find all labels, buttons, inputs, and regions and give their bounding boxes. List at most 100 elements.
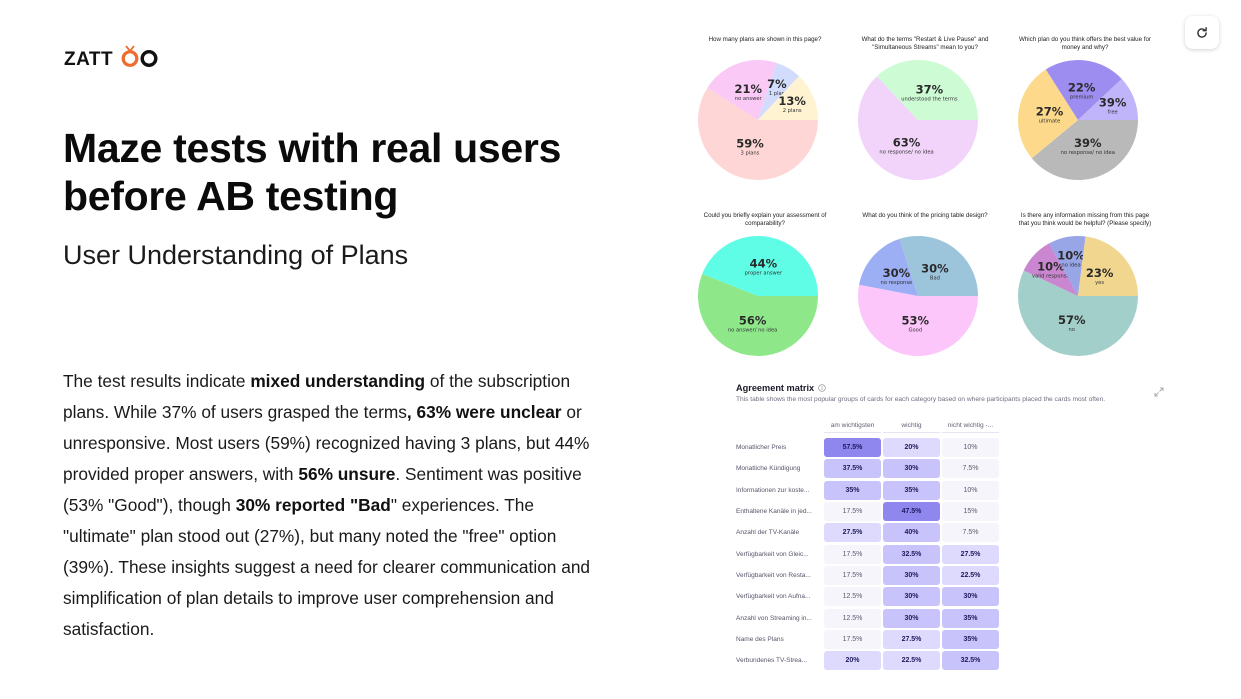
page-subtitle: User Understanding of Plans [63, 240, 409, 270]
matrix-cell: 27.5% [883, 629, 940, 649]
refresh-button[interactable] [1185, 16, 1219, 49]
summary-emphasis: 30% reported "Bad [235, 495, 391, 515]
pie-slice [707, 59, 777, 120]
matrix-cell: 35% [883, 480, 940, 500]
pie-category-label: Bad [930, 276, 940, 282]
pie-value-label: 22% [1068, 80, 1096, 94]
pie-category-label: Good [908, 328, 922, 334]
pie-category-label: no answer [735, 96, 763, 102]
expand-icon[interactable] [1154, 387, 1164, 397]
matrix-column-header[interactable]: nicht wichtig -... [942, 422, 999, 433]
pie-slice [1078, 78, 1138, 120]
pie-value-label: 63% [893, 135, 921, 149]
info-icon[interactable] [818, 384, 826, 392]
pie-category-label: understood the terms [901, 97, 958, 103]
pie-value-label: 53% [902, 314, 930, 328]
pie-value-label: 30% [921, 262, 949, 276]
matrix-column-header[interactable]: am wichtigsten [824, 422, 881, 433]
pie-category-label: proper answer [745, 271, 783, 277]
matrix-row-label: Informationen zur koste... [736, 486, 810, 494]
summary-emphasis: mixed understanding [250, 371, 426, 391]
matrix-rows: Monatlicher Preis 57.5% 20% 10% Monatliche K… [736, 437, 1001, 671]
matrix-row-label: Verfügbarkeit von Gleic... [736, 550, 809, 558]
pie-value-label: 37% [916, 83, 944, 97]
summary-paragraph: The test results indicate mixed understa… [63, 366, 593, 645]
matrix-cell: 27.5% [824, 523, 881, 543]
pie-value-label: 7% [767, 77, 787, 91]
summary-text: . Sentiment was positive (53% "Good"), t… [63, 464, 582, 515]
matrix-cell: 35% [824, 480, 881, 500]
matrix-column-header[interactable]: wichtig [883, 422, 940, 433]
pie-question: Could you briefly explain your assessmen… [703, 212, 827, 227]
pie-value-label: 13% [778, 94, 806, 108]
pie-question: Which plan do you think offers the best … [1019, 36, 1151, 51]
matrix-cell: 32.5% [883, 544, 940, 564]
pie-category-label: no idea [1061, 262, 1080, 268]
pie-slice [698, 273, 818, 356]
matrix-row-label: Monatliche Kündigung [736, 465, 801, 473]
svg-text:ZATT: ZATT [64, 49, 113, 69]
pie-slice [1078, 236, 1138, 296]
matrix-cell: 20% [883, 438, 940, 458]
pie-chart: How many plans are shown in this page? 59… [690, 36, 840, 196]
matrix-cell: 15% [942, 502, 999, 522]
matrix-row-label: Enthaltene Kanäle in jed... [736, 508, 812, 516]
summary-text: of the subscription plans. While 37% of … [63, 371, 571, 422]
matrix-row: Monatliche Kündigung 37.5% 30% 7.5% [736, 458, 1001, 479]
pie-value-label: 59% [736, 137, 764, 151]
pie-slice [1018, 69, 1078, 159]
matrix-row: Anzahl von Streaming in... 12.5% 30% 35% [736, 607, 1001, 628]
matrix-cell: 37.5% [824, 459, 881, 479]
pie-category-label: ultimate [1039, 118, 1061, 124]
matrix-row: Verfügbarkeit von Aufna... 12.5% 30% 30% [736, 586, 1001, 607]
pie-category-label: premium [1070, 94, 1093, 100]
matrix-cell: 12.5% [824, 587, 881, 607]
matrix-title-row: Agreement matrix [736, 383, 1166, 393]
matrix-cell: 30% [883, 565, 940, 585]
matrix-row-label: Verfügbarkeit von Aufna... [736, 593, 811, 601]
summary-emphasis: , 63% were unclear [406, 402, 562, 422]
matrix-row: Name des Plans 17.5% 27.5% 35% [736, 629, 1001, 650]
matrix-row-label: Monatlicher Preis [736, 444, 787, 452]
pie-slice [758, 76, 818, 120]
matrix-row: Monatlicher Preis 57.5% 20% 10% [736, 437, 1001, 458]
matrix-cell: 27.5% [942, 544, 999, 564]
matrix-cell: 30% [883, 587, 940, 607]
pie-value-label: 56% [739, 313, 767, 327]
summary-text: The test results indicate [63, 371, 251, 391]
matrix-cell: 17.5% [824, 502, 881, 522]
pie-value-label: 10% [1037, 260, 1065, 274]
matrix-row-label: Verfügbarkeit von Resta... [736, 571, 811, 579]
summary-text: or unresponsive. Most users (59%) recogn… [63, 402, 590, 484]
pie-question: What do the terms "Restart & Live Pause"… [861, 36, 989, 51]
matrix-cell: 30% [883, 459, 940, 479]
matrix-row: Anzahl der TV-Kanäle 27.5% 40% 7.5% [736, 522, 1001, 543]
matrix-row: Verfügbarkeit von Gleic... 17.5% 32.5% 27.5… [736, 543, 1001, 564]
pie-value-label: 39% [1074, 136, 1102, 150]
matrix-cell: 7.5% [942, 523, 999, 543]
pie-category-label: no response [881, 280, 913, 286]
pie-value-label: 30% [883, 266, 911, 280]
pie-question: Is there any information missing from th… [1018, 212, 1152, 227]
matrix-row-label: Name des Plans [736, 635, 784, 643]
pie-chart: Which plan do you think offers the best … [1010, 36, 1160, 196]
matrix-cell: 10% [942, 480, 999, 500]
matrix-cell: 32.5% [942, 651, 999, 671]
pie-value-label: 44% [750, 257, 778, 271]
pie-category-label: no [1068, 327, 1074, 333]
matrix-row-label: Anzahl der TV-Kanäle [736, 529, 800, 537]
pie-question: What do you think of the pricing table d… [862, 212, 988, 219]
matrix-cell: 17.5% [824, 544, 881, 564]
pie-category-label: valid response [1032, 274, 1070, 280]
pie-question: How many plans are shown in this page? [708, 36, 822, 43]
pie-slice [758, 62, 800, 120]
pie-slice [1031, 120, 1138, 181]
matrix-cell: 7.5% [942, 459, 999, 479]
pie-value-label: 10% [1057, 248, 1085, 262]
page-title: Maze tests with real users before AB test… [63, 125, 562, 219]
matrix-cell: 30% [883, 608, 940, 628]
matrix-cell: 10% [942, 438, 999, 458]
pie-category-label: 2 plans [783, 108, 802, 114]
summary-text: " experiences. The "ultimate" plan stood… [63, 495, 591, 639]
matrix-row: Informationen zur koste... 35% 35% 10% [736, 480, 1001, 501]
